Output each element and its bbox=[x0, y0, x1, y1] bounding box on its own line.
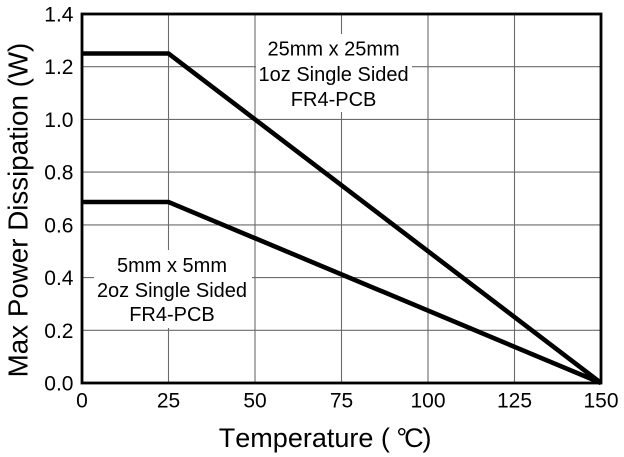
svg-text:1.2: 1.2 bbox=[44, 56, 73, 79]
svg-text:0.2: 0.2 bbox=[44, 320, 73, 343]
svg-text:FR4-PCB: FR4-PCB bbox=[291, 89, 377, 111]
svg-text:Max Power Dissipation (W): Max Power Dissipation (W) bbox=[3, 43, 34, 378]
svg-text:1.0: 1.0 bbox=[44, 109, 73, 132]
svg-text:75: 75 bbox=[330, 389, 353, 412]
svg-text:2oz Single Sided: 2oz Single Sided bbox=[97, 280, 247, 302]
svg-text:50: 50 bbox=[243, 389, 266, 412]
svg-text:100: 100 bbox=[410, 389, 445, 412]
svg-text:0.0: 0.0 bbox=[44, 373, 73, 396]
svg-text:0.8: 0.8 bbox=[44, 162, 73, 185]
svg-text:Temperature ( °C): Temperature ( °C) bbox=[219, 423, 432, 453]
svg-text:0.6: 0.6 bbox=[44, 214, 73, 237]
svg-text:25mm x 25mm: 25mm x 25mm bbox=[267, 38, 399, 60]
svg-text:125: 125 bbox=[497, 389, 532, 412]
svg-text:FR4-PCB: FR4-PCB bbox=[129, 304, 215, 326]
svg-text:25: 25 bbox=[157, 389, 180, 412]
svg-text:150: 150 bbox=[583, 389, 618, 412]
svg-text:0: 0 bbox=[76, 389, 88, 412]
svg-text:5mm x 5mm: 5mm x 5mm bbox=[117, 255, 227, 277]
svg-text:1.4: 1.4 bbox=[44, 4, 74, 27]
svg-text:1oz Single Sided: 1oz Single Sided bbox=[259, 64, 409, 86]
svg-text:0.4: 0.4 bbox=[44, 267, 74, 290]
